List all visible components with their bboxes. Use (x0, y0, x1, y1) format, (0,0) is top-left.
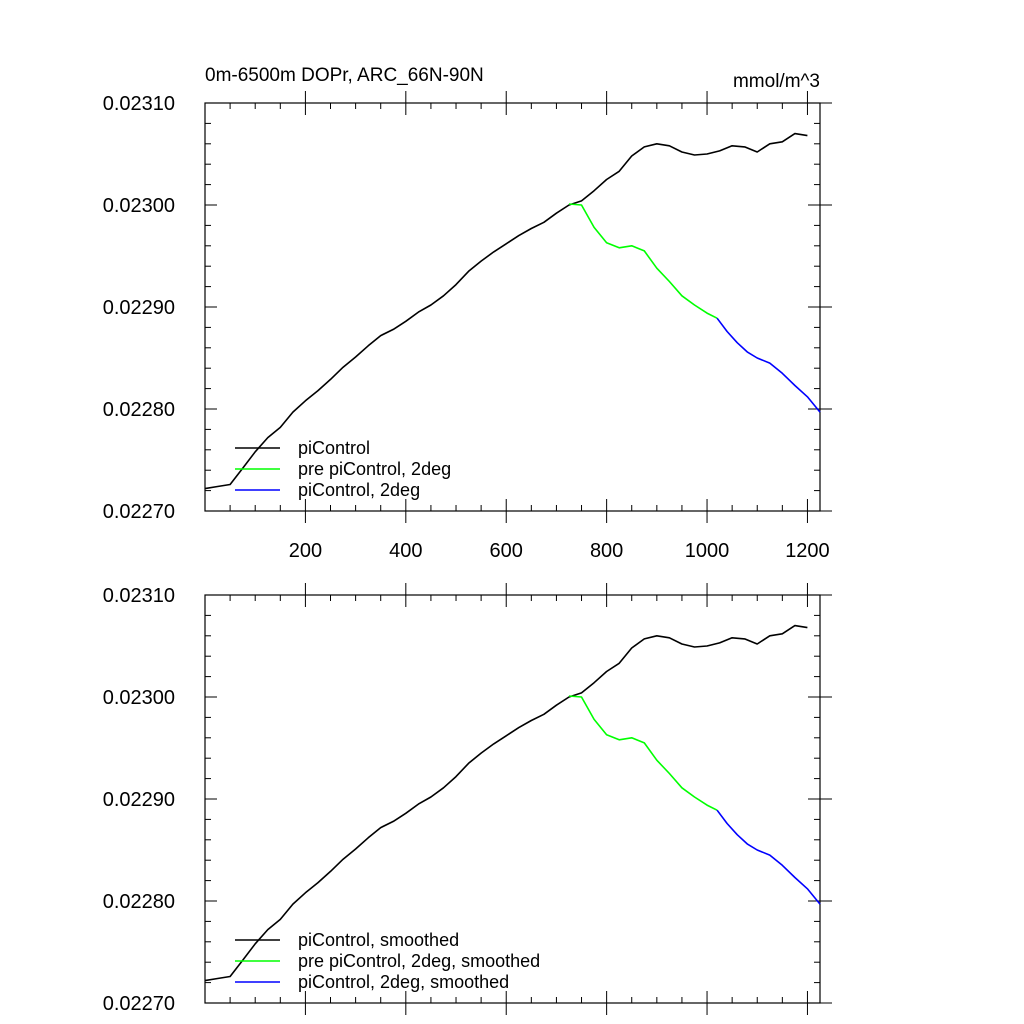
y-tick-label: 0.02310 (103, 585, 175, 607)
x-tick-label: 1200 (785, 540, 830, 562)
series-line-3 (716, 809, 821, 905)
series-line-2 (568, 203, 718, 319)
x-tick-label: 1000 (685, 540, 730, 562)
axis-ticks: 0.02270 0.02280 0.02290 0.02300 0.02310 (103, 583, 832, 1015)
x-tick-label: 200 (289, 540, 322, 562)
y-tick-label: 0.02300 (103, 195, 175, 217)
chart-title-left: 0m-6500m DOPr, ARC_66N-90N (205, 65, 484, 86)
legend-label: pre piControl, 2deg (298, 459, 451, 479)
y-tick-label: 0.02280 (103, 399, 175, 421)
bottom-panel: 0.02270 0.02280 0.02290 0.02300 0.02310 piCo… (103, 583, 832, 1015)
y-tick-label: 0.02300 (103, 687, 175, 709)
top-panel: 0m-6500m DOPr, ARC_66N-90N mmol/m^3 200 4… (103, 65, 832, 562)
legend-label: piControl, smoothed (298, 930, 459, 950)
legend-label: piControl (298, 438, 370, 458)
y-tick-label: 0.02310 (103, 93, 175, 115)
series-line-1 (204, 132, 808, 490)
y-tick-label: 0.02280 (103, 891, 175, 913)
x-tick-label: 600 (490, 540, 523, 562)
x-tick-label: 400 (389, 540, 422, 562)
axis-ticks: 200 400 600 800 1000 1200 0.02270 0.02280 0.0229… (103, 91, 832, 562)
series-line-1 (204, 624, 808, 982)
x-tick-label: 800 (590, 540, 623, 562)
series-line-2 (568, 695, 718, 811)
series-layer (204, 132, 821, 490)
series-layer (204, 624, 821, 982)
y-tick-label: 0.02270 (103, 501, 175, 523)
legend-label: piControl, 2deg (298, 480, 420, 500)
y-tick-label: 0.02290 (103, 297, 175, 319)
chart-title-units: mmol/m^3 (733, 71, 820, 92)
legend-label: pre piControl, 2deg, smoothed (298, 951, 540, 971)
legend-label: piControl, 2deg, smoothed (298, 972, 509, 992)
series-line-3 (716, 317, 821, 413)
y-tick-label: 0.02290 (103, 789, 175, 811)
y-tick-label: 0.02270 (103, 993, 175, 1015)
